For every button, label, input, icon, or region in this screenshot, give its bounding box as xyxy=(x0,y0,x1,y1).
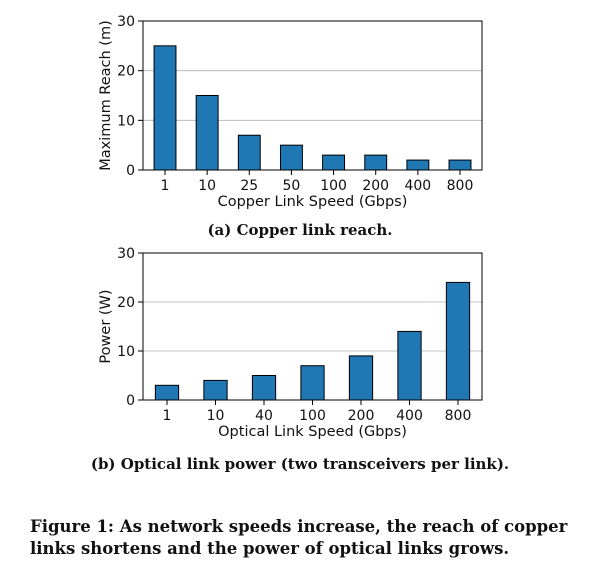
x-tick-label: 25 xyxy=(240,178,258,194)
bar xyxy=(364,154,388,171)
x-tick-label: 1 xyxy=(163,408,172,424)
y-tick-label: 20 xyxy=(117,64,135,80)
x-tick-label: 100 xyxy=(320,178,347,194)
caption-b: (b) Optical link power (two transceivers… xyxy=(90,455,510,473)
y-tick-label: 10 xyxy=(117,113,135,129)
chart-optical-power: 0 10 20 30 1 10 40 100 200 400 800 Optical Link Spe… xyxy=(98,246,483,440)
y-tick-label: 30 xyxy=(117,246,135,262)
y-tick-label: 10 xyxy=(117,344,135,360)
x-tick-label: 1 xyxy=(161,178,170,194)
y-tick-label: 0 xyxy=(126,393,135,409)
x-tick-label: 400 xyxy=(404,178,431,194)
bar xyxy=(448,159,472,171)
y-axis-label: Maximum Reach (m) xyxy=(98,20,114,171)
y-tick-label: 30 xyxy=(117,14,135,30)
x-tick-label: 800 xyxy=(447,178,474,194)
x-tick-label: 200 xyxy=(348,408,375,424)
caption-a: (a) Copper link reach. xyxy=(207,221,393,239)
bar xyxy=(406,159,430,171)
bar xyxy=(153,45,177,171)
x-axis-label: Copper Link Speed (Gbps) xyxy=(218,194,408,210)
y-tick-label: 20 xyxy=(117,295,135,311)
x-tick-label: 10 xyxy=(207,408,225,424)
bar xyxy=(445,281,471,401)
x-tick-label: 10 xyxy=(198,178,216,194)
x-tick-label: 200 xyxy=(362,178,389,194)
bar xyxy=(300,365,325,401)
y-axis-label: Power (W) xyxy=(98,289,114,363)
x-tick-label: 40 xyxy=(255,408,273,424)
x-tick-label: 800 xyxy=(445,408,472,424)
bar xyxy=(251,375,277,401)
bar xyxy=(322,154,346,171)
y-tick-label: 0 xyxy=(126,163,135,179)
bar xyxy=(279,144,303,171)
bar xyxy=(203,379,228,401)
x-tick-label: 100 xyxy=(299,408,326,424)
figure-caption: Figure 1: As network speeds increase, th… xyxy=(30,517,568,558)
bar xyxy=(154,384,180,401)
bar xyxy=(348,355,374,401)
bar xyxy=(195,95,219,171)
bar xyxy=(397,330,422,401)
plot-frame xyxy=(142,20,483,171)
x-tick-label: 400 xyxy=(396,408,423,424)
x-axis-label: Optical Link Speed (Gbps) xyxy=(218,424,407,440)
x-tick-label: 50 xyxy=(283,178,301,194)
chart-copper-reach: 0 10 20 30 1 10 25 50 100 200 400 800 Copper Link Sp… xyxy=(98,14,483,210)
bar xyxy=(237,134,261,171)
